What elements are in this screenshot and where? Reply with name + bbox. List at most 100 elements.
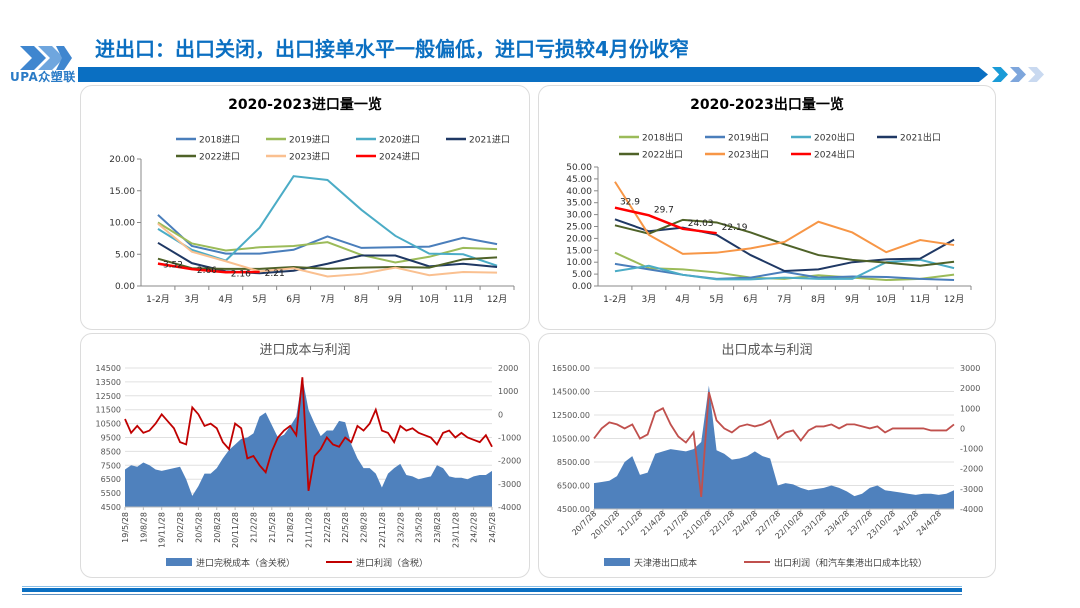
x-tick-label: 19/11/28 bbox=[158, 512, 167, 548]
x-tick-label: 21/5/28 bbox=[268, 512, 277, 543]
y2-tick-label: -1000 bbox=[960, 445, 983, 454]
y-tick-label: 50.00 bbox=[566, 163, 592, 173]
y-tick-label: 5.00 bbox=[115, 250, 135, 260]
import-cost-profit-panel: 进口成本与利润 4500 5500 6500 7500 8500 9500 10500 1150… bbox=[80, 333, 530, 578]
chart-title: 2020-2023出口量一览 bbox=[690, 96, 844, 113]
cost-area bbox=[594, 385, 954, 509]
x-tick-label: 4月 bbox=[218, 294, 233, 305]
upa-logo bbox=[20, 46, 72, 70]
import-volume-chart: 2020-2023进口量一览 2018进口 2019进口 2020进口 2021进口 20… bbox=[109, 96, 515, 305]
y-tick-label: 40.00 bbox=[566, 187, 592, 197]
data-label: 3.52 bbox=[163, 261, 183, 271]
legend-label: 出口利润（和汽车集港出口成本比较） bbox=[774, 557, 927, 569]
data-label: 29.7 bbox=[654, 205, 674, 215]
y2-tick-label: -2000 bbox=[960, 465, 983, 474]
export-cost-profit-panel: 出口成本与利润 4500.00 6500.00 8500.00 10500.00 1250… bbox=[538, 333, 996, 578]
x-tick-label: 21/11/28 bbox=[305, 512, 314, 548]
x-tick-label: 9月 bbox=[388, 294, 403, 305]
y-tick-label: 25.00 bbox=[566, 223, 592, 233]
y2-tick-label: 0 bbox=[498, 410, 503, 419]
y2-tick-label: 2000 bbox=[960, 384, 980, 393]
x-tick-label: 19/5/28 bbox=[121, 512, 130, 543]
y2-tick-label: -3000 bbox=[498, 480, 521, 489]
y-tick-label: 20.00 bbox=[109, 155, 135, 165]
chart-title: 2020-2023进口量一览 bbox=[228, 96, 382, 113]
legend-swatch bbox=[166, 558, 192, 566]
chevron-icon bbox=[1010, 67, 1026, 82]
x-tick-label: 8月 bbox=[354, 294, 369, 305]
x-tick-label: 5月 bbox=[709, 294, 724, 305]
y2-tick-label: 3000 bbox=[960, 364, 980, 373]
series-line-2023进口 bbox=[157, 222, 498, 278]
x-tick-label: 10月 bbox=[876, 294, 896, 305]
y-tick-label: 15.00 bbox=[109, 187, 135, 197]
y-tick-label: 12500 bbox=[96, 392, 121, 401]
legend-label: 2022出口 bbox=[642, 149, 683, 161]
chart-title: 进口成本与利润 bbox=[259, 343, 350, 358]
x-tick-label: 22/5/28 bbox=[341, 512, 350, 543]
legend-label: 2019进口 bbox=[289, 135, 330, 146]
x-tick-label: 20/8/28 bbox=[213, 512, 222, 543]
x-tick-label: 20/2/28 bbox=[176, 512, 185, 543]
chevron-icon bbox=[1028, 67, 1044, 82]
x-tick-label: 24/4/28 bbox=[915, 509, 943, 537]
x-tick-label: 23/2/28 bbox=[396, 512, 405, 543]
series-line-2022进口 bbox=[157, 256, 498, 270]
y-tick-label: 8500.00 bbox=[557, 458, 590, 467]
series-line-2020出口 bbox=[614, 258, 955, 281]
y-tick-label: 14500 bbox=[96, 364, 121, 373]
legend-label: 2021出口 bbox=[900, 132, 941, 144]
x-tick-label: 6月 bbox=[743, 294, 758, 305]
x-tick-label: 7月 bbox=[777, 294, 792, 305]
data-label: 24.03 bbox=[688, 219, 714, 229]
series-line-2024出口 bbox=[614, 206, 717, 235]
y-tick-label: 0.00 bbox=[572, 282, 592, 292]
y-tick-label: 5500 bbox=[101, 489, 121, 498]
page-title: 进出口：出口关闭，出口接单水平一般偏低，进口亏损较4月份收窄 bbox=[95, 37, 689, 61]
x-tick-label: 9月 bbox=[845, 294, 860, 305]
x-tick-label: 12月 bbox=[487, 294, 507, 305]
y2-tick-label: -4000 bbox=[960, 505, 983, 514]
x-tick-label: 24/5/28 bbox=[488, 512, 497, 543]
x-tick-label: 23/11/28 bbox=[451, 512, 460, 548]
x-tick-label: 3月 bbox=[641, 294, 656, 305]
data-label: 2.16 bbox=[231, 269, 251, 279]
x-tick-label: 24/2/28 bbox=[470, 512, 479, 543]
x-tick-label: 20/5/28 bbox=[194, 512, 203, 543]
header-bar bbox=[78, 67, 988, 82]
chevron-icon bbox=[992, 67, 1008, 82]
x-tick-label: 21/8/28 bbox=[286, 512, 295, 543]
data-label: 32.9 bbox=[620, 198, 640, 208]
y2-tick-label: -4000 bbox=[498, 503, 521, 512]
profit-line bbox=[593, 391, 955, 498]
y-tick-label: 35.00 bbox=[566, 199, 592, 209]
x-tick-label: 10月 bbox=[419, 294, 439, 305]
x-tick-label: 22/11/28 bbox=[378, 512, 387, 548]
x-tick-label: 23/5/28 bbox=[415, 512, 424, 543]
data-label: 22.19 bbox=[722, 223, 748, 233]
y-tick-label: 16500.00 bbox=[552, 364, 590, 373]
legend-swatch bbox=[604, 558, 630, 566]
y2-tick-label: -3000 bbox=[960, 485, 983, 494]
y-tick-label: 13500 bbox=[96, 378, 121, 387]
legend-label: 2024出口 bbox=[814, 149, 855, 161]
x-tick-label: 4月 bbox=[675, 294, 690, 305]
y-tick-label: 6500 bbox=[101, 475, 121, 484]
export-cost-profit-chart: 出口成本与利润 4500.00 6500.00 8500.00 10500.00 1250… bbox=[552, 343, 983, 569]
footer-line bbox=[22, 586, 962, 587]
legend-label: 2021进口 bbox=[469, 135, 510, 146]
export-volume-panel: 2020-2023出口量一览 2018出口 2019出口 2020出口 2021出口 20… bbox=[538, 85, 996, 330]
legend-label: 2020出口 bbox=[814, 132, 855, 144]
legend-label: 2018进口 bbox=[199, 135, 240, 146]
y-tick-label: 45.00 bbox=[566, 175, 592, 185]
y-tick-label: 4500 bbox=[101, 503, 121, 512]
series-line-2023出口 bbox=[614, 181, 955, 255]
series-line-2024进口 bbox=[157, 262, 260, 274]
y-tick-label: 6500.00 bbox=[557, 482, 590, 491]
export-volume-chart: 2020-2023出口量一览 2018出口 2019出口 2020出口 2021出口 20… bbox=[566, 96, 972, 305]
footer-line bbox=[22, 594, 962, 595]
y-tick-label: 8500 bbox=[101, 447, 121, 456]
x-tick-label: 6月 bbox=[286, 294, 301, 305]
x-tick-label: 12月 bbox=[944, 294, 964, 305]
x-tick-label: 11月 bbox=[910, 294, 930, 305]
